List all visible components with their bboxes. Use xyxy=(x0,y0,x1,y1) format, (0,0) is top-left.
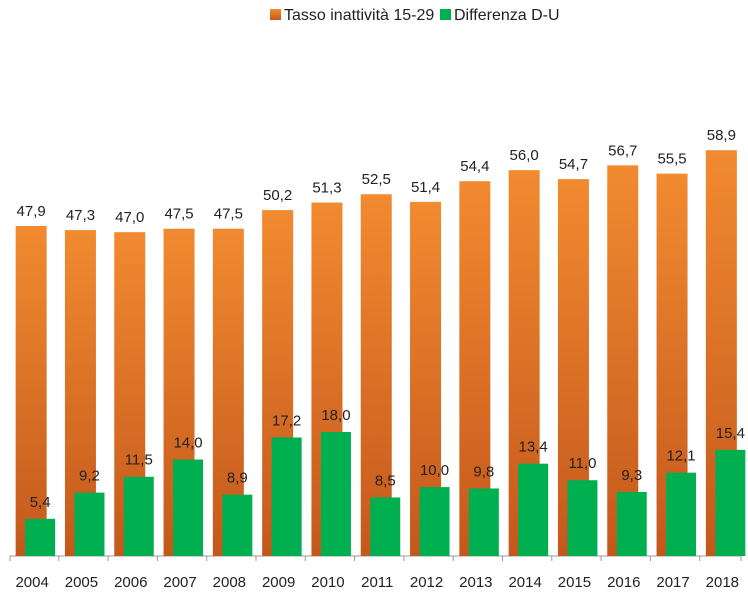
x-tick-label: 2017 xyxy=(656,574,689,591)
legend-swatch xyxy=(270,9,281,20)
bar xyxy=(419,487,450,556)
bar xyxy=(666,472,697,556)
legend-label: Tasso inattività 15-29 xyxy=(284,7,434,24)
data-label: 14,0 xyxy=(173,435,202,452)
x-tick-label: 2015 xyxy=(558,574,591,591)
data-label: 11,5 xyxy=(125,452,153,469)
x-tick-label: 2006 xyxy=(114,574,147,591)
data-label: 8,5 xyxy=(375,472,396,489)
x-tick-label: 2010 xyxy=(311,574,344,591)
bar xyxy=(320,431,351,556)
data-label: 52,5 xyxy=(362,171,391,188)
bar xyxy=(616,491,647,556)
data-label: 55,5 xyxy=(657,151,686,168)
legend-label: Differenza D-U xyxy=(454,7,560,24)
bar xyxy=(222,494,253,556)
data-label: 47,5 xyxy=(214,206,243,223)
data-label: 5,4 xyxy=(30,494,51,511)
data-label: 51,3 xyxy=(312,180,341,197)
data-label: 58,9 xyxy=(707,127,736,144)
data-label: 9,2 xyxy=(79,468,100,485)
data-label: 56,7 xyxy=(608,142,637,159)
bar xyxy=(360,194,392,556)
data-label: 47,5 xyxy=(164,206,193,223)
x-tick-label: 2004 xyxy=(15,574,48,591)
bar xyxy=(518,463,549,556)
x-tick-label: 2007 xyxy=(163,574,196,591)
data-label: 47,3 xyxy=(66,207,95,224)
x-tick-label: 2013 xyxy=(459,574,492,591)
x-tick-label: 2008 xyxy=(213,574,246,591)
x-tick-label: 2005 xyxy=(65,574,98,591)
data-label: 47,9 xyxy=(17,203,46,220)
data-label: 9,3 xyxy=(621,467,642,484)
x-tick-label: 2016 xyxy=(607,574,640,591)
bar xyxy=(715,449,746,556)
data-label: 51,4 xyxy=(411,179,440,196)
bar xyxy=(74,492,105,556)
data-label: 9,8 xyxy=(473,463,494,480)
bar xyxy=(607,165,639,556)
data-label: 47,0 xyxy=(115,209,144,226)
x-tick-label: 2014 xyxy=(508,574,541,591)
data-label: 56,0 xyxy=(510,147,539,164)
data-label: 12,1 xyxy=(666,448,695,465)
data-label: 17,2 xyxy=(272,412,301,429)
bar xyxy=(15,225,47,556)
data-label: 11,0 xyxy=(568,455,596,472)
bar xyxy=(468,488,499,556)
bar xyxy=(123,476,154,556)
bar xyxy=(567,480,598,556)
x-tick-label: 2018 xyxy=(706,574,739,591)
data-label: 10,0 xyxy=(420,462,449,479)
bar xyxy=(370,497,401,556)
x-tick-label: 2011 xyxy=(361,574,393,591)
x-tick-label: 2009 xyxy=(262,574,295,591)
bar xyxy=(173,459,204,556)
legend-swatch xyxy=(440,9,451,20)
x-tick-label: 2012 xyxy=(410,574,443,591)
data-label: 54,4 xyxy=(460,158,489,175)
data-label: 54,7 xyxy=(559,156,588,173)
bar xyxy=(271,437,302,556)
data-label: 13,4 xyxy=(519,439,548,456)
data-label: 8,9 xyxy=(227,470,248,487)
bar xyxy=(25,518,56,556)
data-label: 50,2 xyxy=(263,187,292,204)
data-label: 15,4 xyxy=(716,425,745,442)
data-label: 18,0 xyxy=(321,407,350,424)
